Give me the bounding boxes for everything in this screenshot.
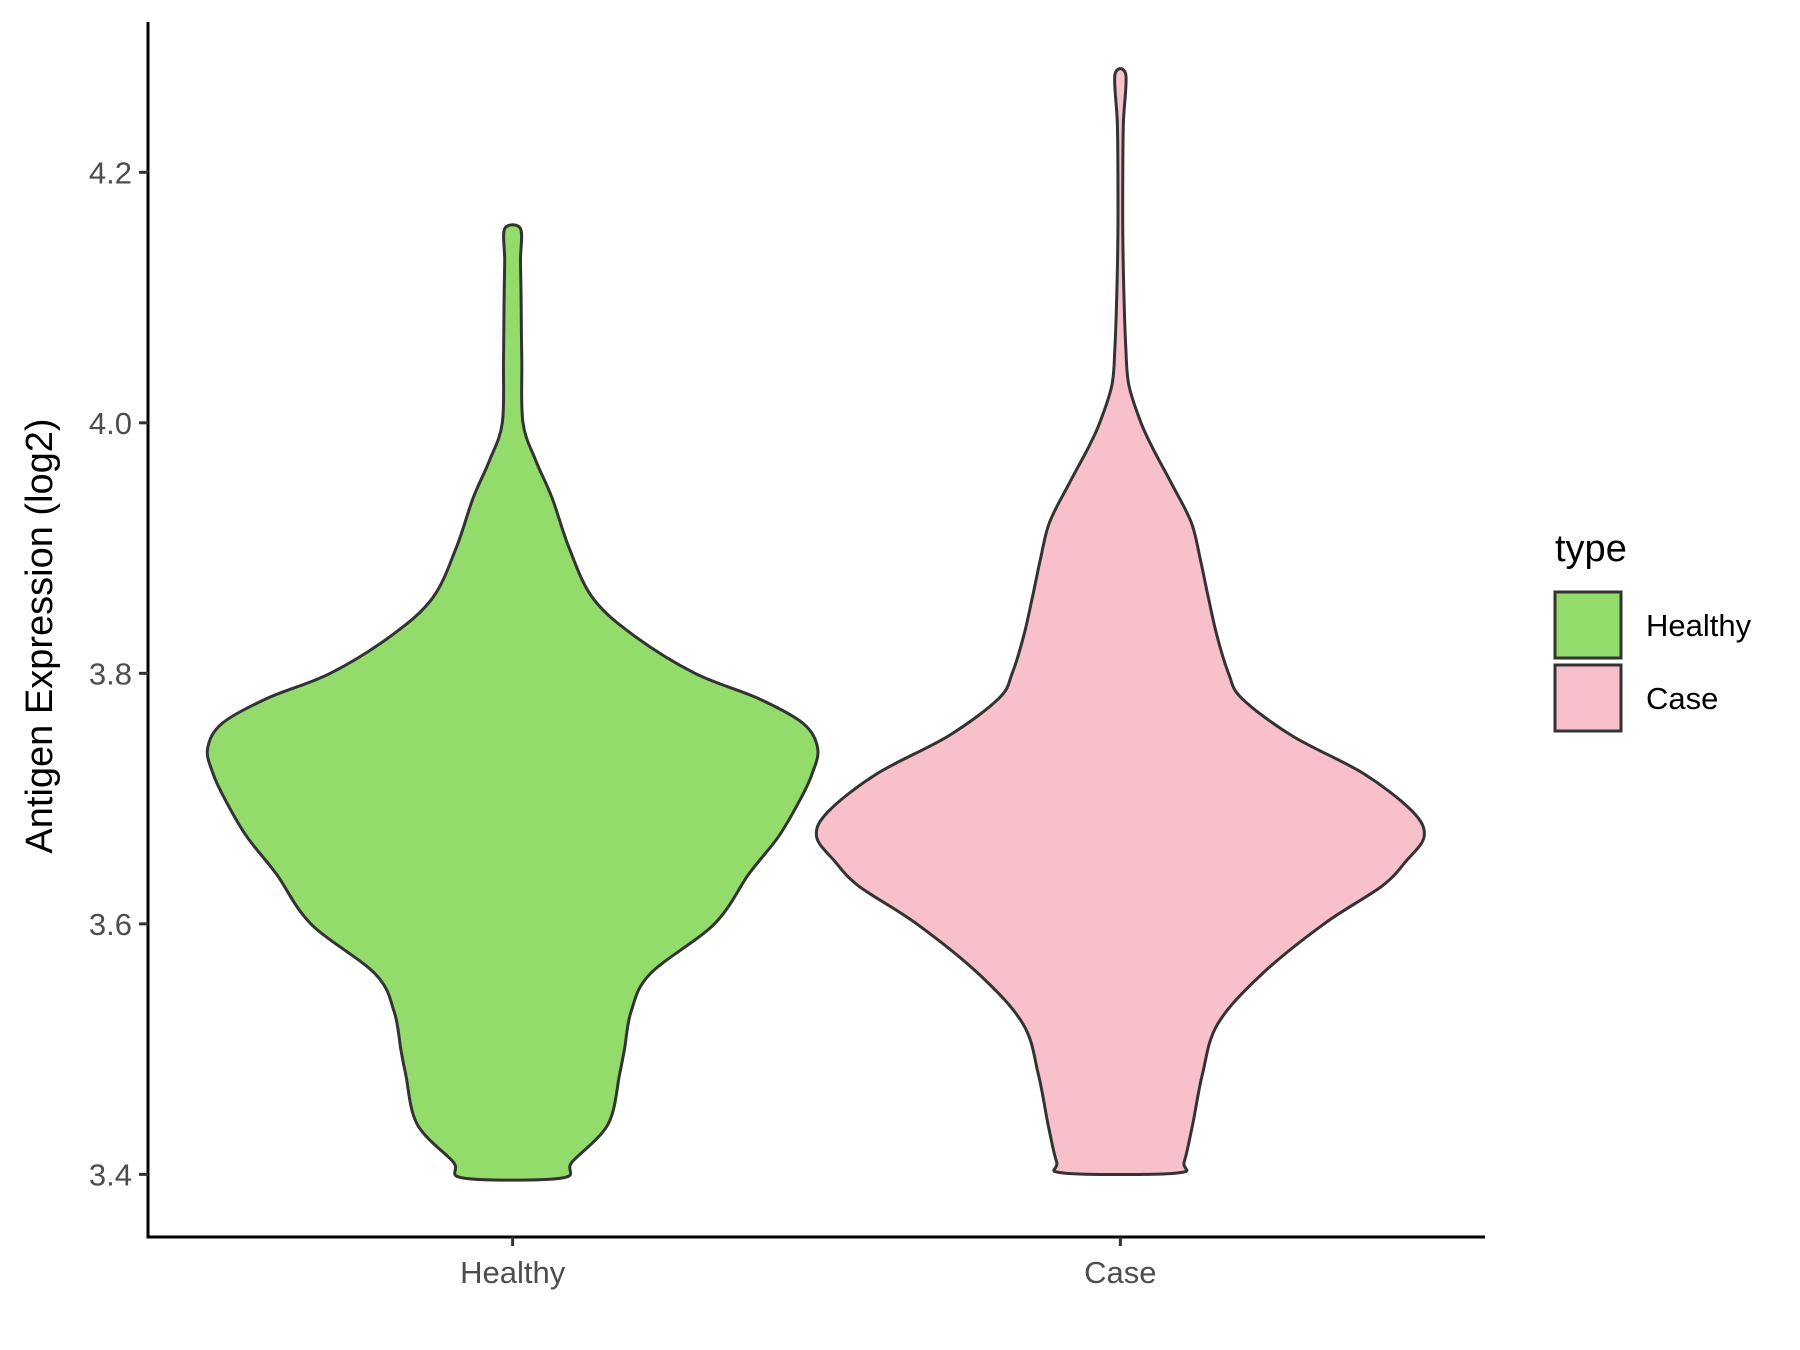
x-tick-label: Case xyxy=(1084,1255,1156,1290)
legend-label-healthy: Healthy xyxy=(1646,608,1752,643)
violin-case xyxy=(814,67,1426,1177)
axes-layer: 3.4 3.6 3.8 4.0 4.2 Healthy Case xyxy=(89,22,1485,1290)
legend-items: Healthy Case xyxy=(1553,590,1752,733)
y-tick-label: 3.8 xyxy=(89,656,132,691)
y-axis-title: Antigen Expression (log2) xyxy=(19,418,61,853)
violin-layer xyxy=(205,67,1426,1182)
legend: type Healthy Case xyxy=(1553,528,1752,733)
legend-swatch-healthy xyxy=(1553,590,1623,660)
legend-title: type xyxy=(1555,528,1627,570)
y-tick-label: 3.6 xyxy=(89,907,132,942)
legend-label-case: Case xyxy=(1646,681,1718,716)
y-tick-label: 4.0 xyxy=(89,406,132,441)
x-tick-label: Healthy xyxy=(460,1255,566,1290)
legend-swatch-case xyxy=(1553,663,1623,733)
violin-healthy xyxy=(205,223,820,1182)
y-tick-label: 3.4 xyxy=(89,1157,132,1192)
y-tick-label: 4.2 xyxy=(89,155,132,190)
